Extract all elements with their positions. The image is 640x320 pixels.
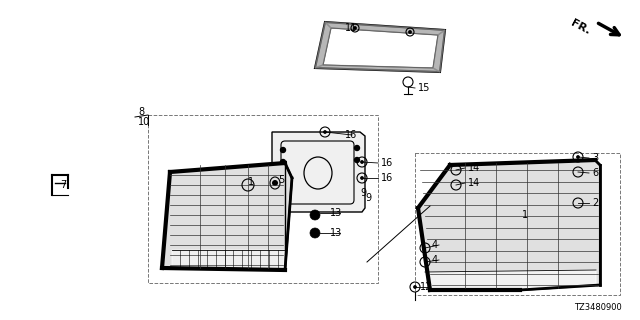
Polygon shape	[325, 22, 445, 35]
Circle shape	[413, 285, 417, 289]
Circle shape	[577, 156, 579, 158]
Circle shape	[408, 30, 412, 34]
Polygon shape	[425, 270, 596, 288]
Circle shape	[360, 161, 364, 164]
Text: 9: 9	[360, 188, 366, 198]
Circle shape	[355, 146, 360, 150]
Text: 4: 4	[432, 240, 438, 250]
Circle shape	[310, 210, 320, 220]
Text: 13: 13	[330, 208, 342, 218]
Text: 12: 12	[420, 282, 433, 292]
Text: 16: 16	[381, 158, 393, 168]
Circle shape	[323, 131, 326, 133]
Polygon shape	[418, 160, 600, 290]
Text: 16: 16	[345, 130, 357, 140]
Text: 2: 2	[592, 198, 598, 208]
Text: 4: 4	[432, 255, 438, 265]
Polygon shape	[172, 250, 284, 270]
Text: FR.: FR.	[569, 18, 592, 36]
Circle shape	[280, 148, 285, 153]
Circle shape	[355, 157, 360, 163]
Text: 15: 15	[418, 83, 430, 93]
Text: 11: 11	[345, 23, 357, 33]
Text: 7: 7	[60, 180, 67, 190]
Circle shape	[280, 159, 285, 164]
Circle shape	[310, 228, 320, 238]
Text: 3: 3	[592, 153, 598, 163]
Circle shape	[360, 177, 364, 180]
Polygon shape	[162, 163, 292, 270]
Polygon shape	[433, 30, 445, 72]
Text: 8: 8	[138, 107, 144, 117]
Text: 10: 10	[138, 117, 150, 127]
Text: 1: 1	[248, 177, 254, 187]
Text: 1: 1	[522, 210, 528, 220]
Text: 6: 6	[592, 168, 598, 178]
Circle shape	[272, 180, 278, 186]
Text: 5: 5	[278, 175, 284, 185]
Polygon shape	[315, 22, 331, 68]
Circle shape	[353, 27, 356, 29]
Text: TZ3480900: TZ3480900	[574, 302, 621, 311]
Text: 13: 13	[330, 228, 342, 238]
Polygon shape	[272, 132, 365, 212]
Text: 14: 14	[468, 163, 480, 173]
Text: 16: 16	[381, 173, 393, 183]
Text: 14: 14	[468, 178, 480, 188]
Text: 9: 9	[365, 193, 371, 203]
Polygon shape	[315, 65, 440, 72]
